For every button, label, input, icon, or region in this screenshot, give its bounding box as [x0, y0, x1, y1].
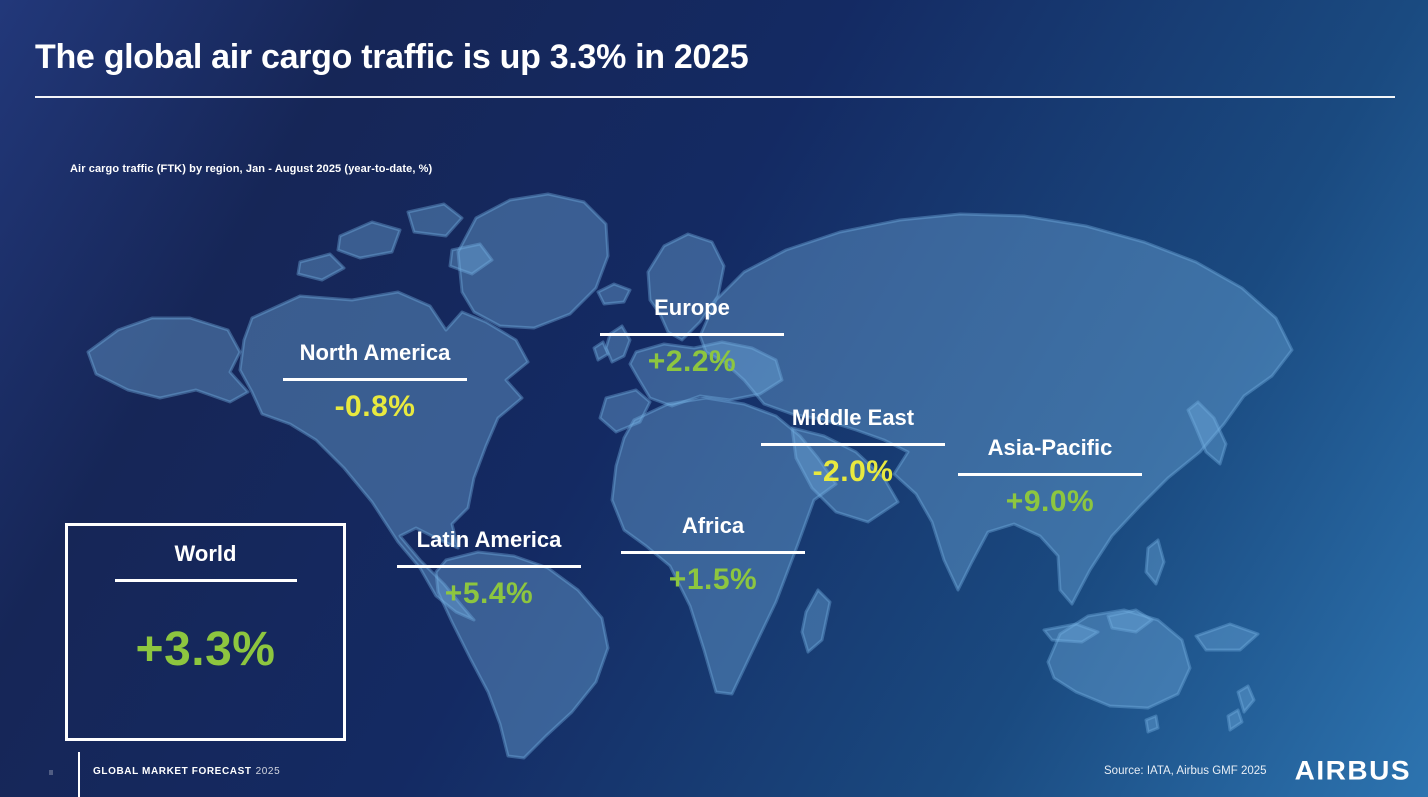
region-value: -0.8% — [334, 390, 416, 423]
region-value: +9.0% — [1005, 485, 1095, 518]
region-underline — [283, 378, 467, 381]
region-latin-america: Latin America +5.4% — [379, 527, 599, 609]
page-number-faint — [49, 770, 53, 775]
region-north-america: North America -0.8% — [265, 340, 485, 422]
page-title: The global air cargo traffic is up 3.3% … — [35, 38, 749, 76]
program-name: GLOBAL MARKET FORECAST — [93, 766, 252, 777]
region-value: +1.5% — [668, 563, 758, 596]
region-underline — [621, 551, 805, 554]
world-summary-box: World +3.3% — [65, 523, 346, 741]
region-label: World — [174, 541, 237, 566]
program-year: 2025 — [255, 766, 281, 777]
region-label: North America — [299, 340, 451, 365]
region-europe: Europe +2.2% — [582, 295, 802, 377]
footer-program: GLOBAL MARKET FORECAST 2025 — [93, 766, 280, 777]
region-label: Europe — [654, 295, 730, 320]
region-label: Africa — [681, 513, 745, 538]
region-middle-east: Middle East -2.0% — [743, 405, 963, 487]
region-value: +5.4% — [444, 577, 534, 610]
region-underline — [761, 443, 945, 446]
region-underline — [600, 333, 784, 336]
source-note: Source: IATA, Airbus GMF 2025 — [1104, 765, 1267, 777]
region-africa: Africa +1.5% — [603, 513, 823, 595]
region-underline — [114, 579, 297, 582]
region-label: Asia-Pacific — [987, 435, 1113, 460]
footer-divider — [78, 752, 80, 797]
region-asia-pacific: Asia-Pacific +9.0% — [940, 435, 1160, 517]
airbus-logo: AIRBUS — [1294, 755, 1411, 786]
region-underline — [958, 473, 1142, 476]
title-divider — [35, 96, 1395, 98]
region-value: +2.2% — [647, 345, 737, 378]
region-underline — [397, 565, 581, 568]
chart-subtitle: Air cargo traffic (FTK) by region, Jan -… — [70, 163, 433, 175]
region-value: -2.0% — [812, 455, 894, 488]
world-value: +3.3% — [135, 623, 276, 676]
region-label: Latin America — [416, 527, 562, 552]
region-label: Middle East — [791, 405, 915, 430]
